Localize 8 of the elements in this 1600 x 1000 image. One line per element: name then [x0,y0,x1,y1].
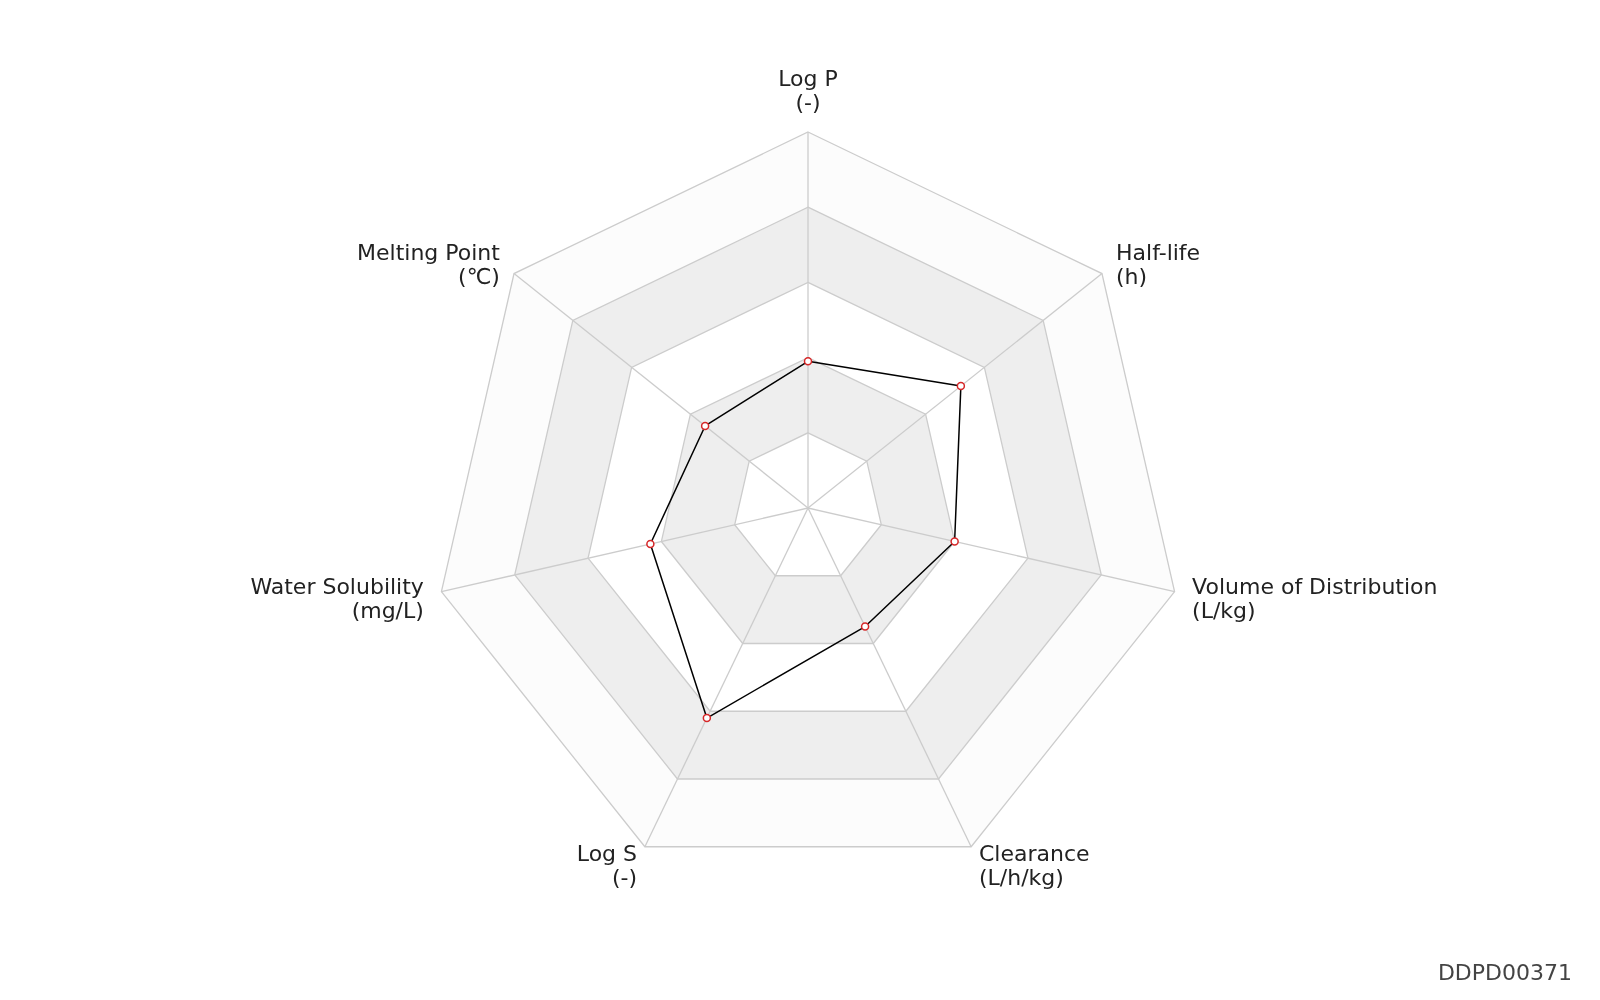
spoke-label: Water Solubility (mg/L) [250,573,424,623]
spoke-label: Volume of Distribution (L/kg) [1192,573,1438,623]
text: DDPD00371 [1437,960,1572,985]
spoke-label: Melting Point (℃) [357,240,501,290]
spoke-label: Log P (-) [778,66,838,115]
spoke-label: Clearance (L/h/kg) [978,840,1090,890]
spoke-label: Half-life (h) [1116,240,1201,290]
spoke-label: Log S (-) [576,840,638,890]
